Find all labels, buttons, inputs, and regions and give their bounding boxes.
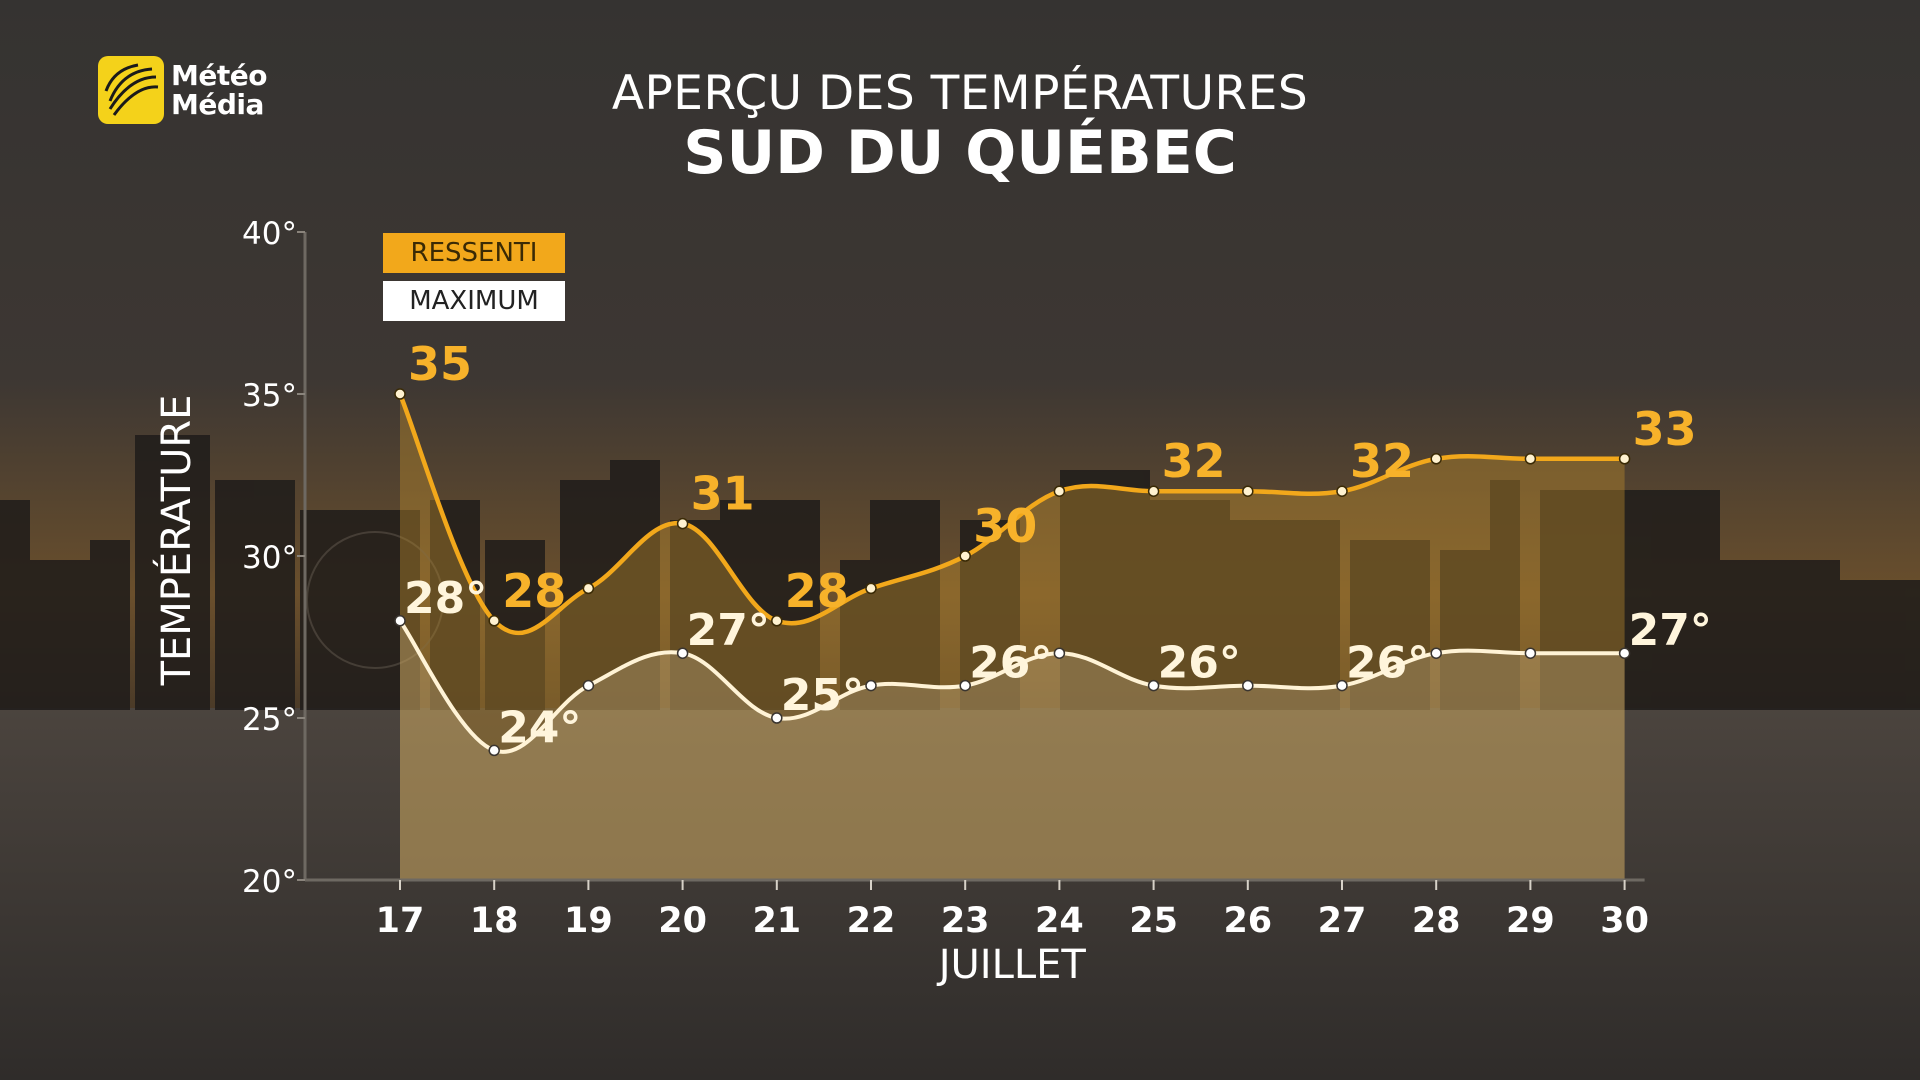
maximum-point <box>1242 679 1254 692</box>
x-tick-label: 24 <box>1035 901 1084 941</box>
ressenti-data-label: 32 <box>1350 434 1414 488</box>
ressenti-data-label: 28 <box>785 564 849 618</box>
maximum-point <box>1147 679 1160 692</box>
maximum-point <box>1618 647 1631 659</box>
x-tick-label: 26 <box>1223 901 1272 941</box>
x-tick-label: 22 <box>847 901 896 941</box>
maximum-point <box>959 679 971 692</box>
ressenti-point <box>1053 485 1066 497</box>
maximum-point <box>582 679 595 692</box>
maximum-point <box>865 679 877 692</box>
ressenti-area <box>400 394 1625 880</box>
ressenti-data-label: 30 <box>973 499 1037 553</box>
legend-maximum: MAXIMUM <box>383 281 565 321</box>
maximum-data-label: 24° <box>498 702 581 753</box>
x-tick-label: 25 <box>1129 901 1178 941</box>
ressenti-point <box>959 550 971 562</box>
maximum-data-label: 26° <box>1158 638 1241 689</box>
ressenti-point <box>488 615 500 627</box>
ressenti-point <box>771 615 783 627</box>
ressenti-point <box>1524 453 1537 465</box>
logo-line1: Météo <box>171 59 267 92</box>
ressenti-point <box>1336 485 1348 497</box>
ressenti-data-label: 32 <box>1162 434 1226 488</box>
maximum-area <box>400 620 1625 880</box>
x-tick-label: 19 <box>564 901 613 941</box>
maximum-point <box>676 647 689 659</box>
maximum-data-label: 26° <box>969 638 1052 689</box>
x-tick-label: 20 <box>658 901 707 941</box>
ressenti-point <box>1430 453 1442 465</box>
legend-ressenti: RESSENTI <box>383 233 565 273</box>
ressenti-data-label: 31 <box>691 467 755 521</box>
ressenti-point <box>394 388 406 400</box>
maximum-point <box>1524 647 1537 659</box>
logo-line2: Média <box>171 88 264 121</box>
x-tick-label: 29 <box>1506 901 1555 941</box>
x-tick-label: 23 <box>941 901 990 941</box>
maximum-point <box>1336 679 1348 692</box>
y-tick-label: 30° <box>242 540 297 576</box>
y-axis-title: TEMPÉRATURE <box>152 395 200 687</box>
x-tick-label: 21 <box>752 901 801 941</box>
chart-subtitle: SUD DU QUÉBEC <box>683 118 1237 188</box>
x-tick-label: 27 <box>1318 901 1367 941</box>
maximum-data-label: 26° <box>1346 638 1429 689</box>
x-tick-label: 17 <box>376 901 425 941</box>
x-tick-label: 18 <box>470 901 519 941</box>
maximum-data-label: 25° <box>781 670 864 721</box>
maximum-point <box>1053 647 1066 659</box>
maximum-point <box>1430 647 1442 659</box>
ressenti-point <box>1242 485 1254 497</box>
ressenti-data-label: 33 <box>1633 402 1697 456</box>
maximum-data-label: 27° <box>687 605 770 656</box>
maximum-data-label: 28° <box>404 573 487 624</box>
chart-title: APERÇU DES TEMPÉRATURES <box>611 66 1309 121</box>
maximum-point <box>488 744 500 757</box>
y-tick-label: 40° <box>242 216 297 252</box>
ressenti-point <box>582 582 595 595</box>
y-tick-label: 20° <box>242 864 297 900</box>
x-tick-label: 28 <box>1412 901 1461 941</box>
maximum-data-label: 27° <box>1629 605 1712 656</box>
maximum-point <box>771 712 783 724</box>
y-tick-label: 25° <box>242 702 297 738</box>
ressenti-data-label: 35 <box>408 337 472 391</box>
globe-logo-icon <box>98 56 164 124</box>
ressenti-point <box>1147 485 1160 497</box>
maximum-point <box>394 615 406 627</box>
x-axis-title: JUILLET <box>936 942 1087 988</box>
ressenti-point <box>865 582 877 595</box>
ressenti-point <box>1618 453 1631 465</box>
ressenti-point <box>676 517 689 530</box>
x-tick-label: 30 <box>1600 901 1649 941</box>
y-tick-label: 35° <box>242 378 297 414</box>
ressenti-data-label: 28 <box>502 564 566 618</box>
meteomedia-logo: Météo Média <box>98 56 267 124</box>
